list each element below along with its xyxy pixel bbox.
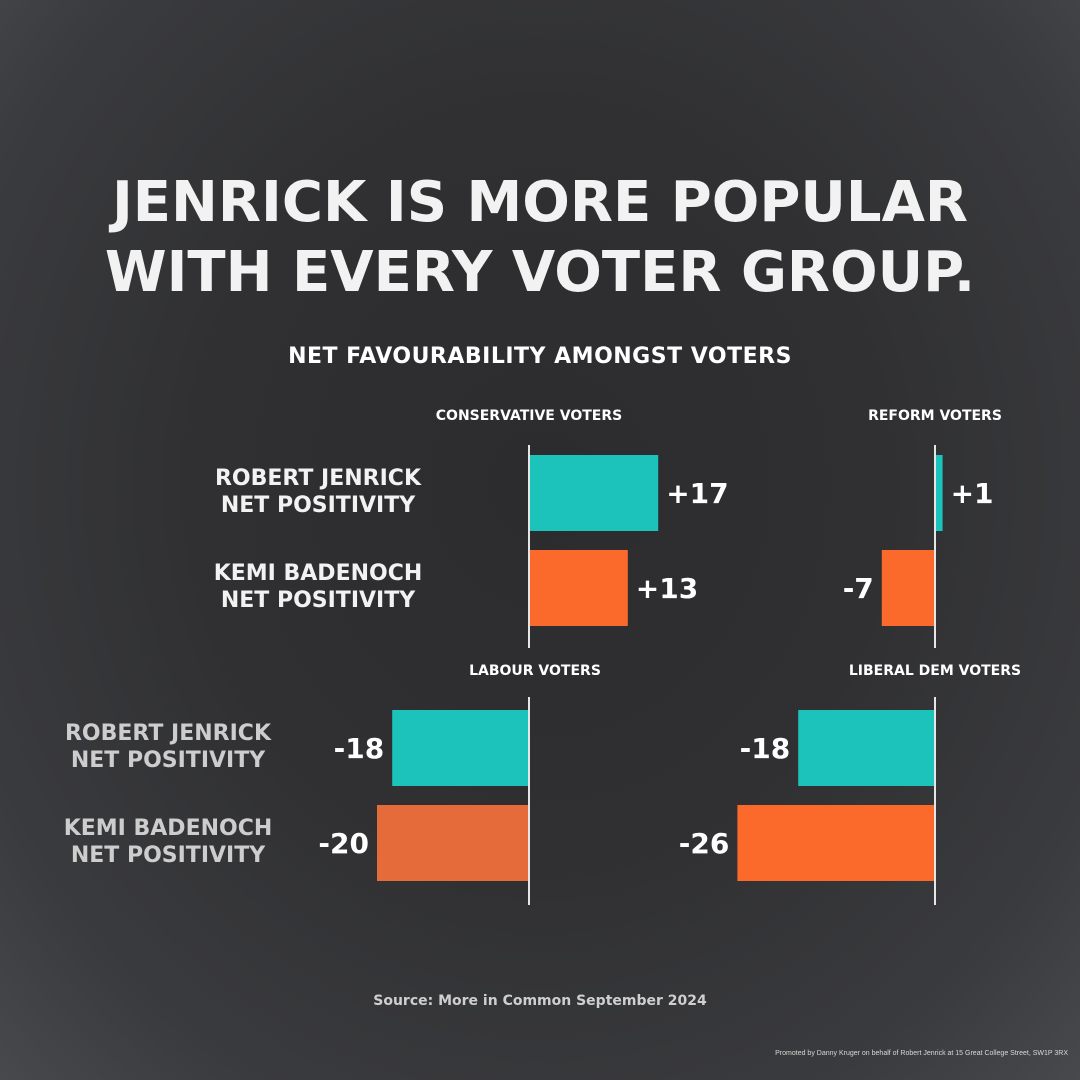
conservative-voters-jenrick-bar (529, 455, 659, 531)
reform-voters-badenoch-value-label: -7 (843, 572, 874, 605)
labour-voters-jenrick-category-label: NET POSITIVITY (71, 748, 266, 773)
conservative-voters-badenoch-value-label: +13 (636, 572, 698, 605)
conservative-voters-badenoch-category-label: NET POSITIVITY (221, 588, 416, 613)
labour-voters-title: LABOUR VOTERS (469, 663, 601, 679)
labour-voters-badenoch-category-label: KEMI BADENOCH (64, 816, 273, 841)
liberal-dem-voters-badenoch-value-label: -26 (679, 827, 730, 860)
conservative-voters-badenoch-bar (529, 550, 628, 626)
reform-voters-badenoch-bar (881, 550, 935, 626)
labour-voters-badenoch-bar (377, 805, 529, 881)
conservative-voters-jenrick-value-label: +17 (666, 477, 728, 510)
conservative-voters-jenrick-category-label: NET POSITIVITY (221, 493, 416, 518)
headline-line-1: JENRICK IS MORE POPULAR (111, 170, 969, 235)
conservative-voters-title: CONSERVATIVE VOTERS (436, 408, 622, 424)
conservative-voters-badenoch-category-label: KEMI BADENOCH (214, 561, 423, 586)
liberal-dem-voters-badenoch-bar (737, 805, 935, 881)
reform-voters-title: REFORM VOTERS (868, 408, 1002, 424)
labour-voters-badenoch-category-label: NET POSITIVITY (71, 843, 266, 868)
labour-voters-badenoch-value-label: -20 (318, 827, 369, 860)
headline-line-2: WITH EVERY VOTER GROUP. (104, 240, 976, 305)
chart-subtitle: NET FAVOURABILITY AMONGST VOTERS (288, 344, 792, 369)
imprint-note: Promoted by Danny Kruger on behalf of Ro… (775, 1050, 1068, 1057)
labour-voters-jenrick-value-label: -18 (334, 732, 385, 765)
liberal-dem-voters-title: LIBERAL DEM VOTERS (849, 663, 1021, 679)
headline: JENRICK IS MORE POPULAR WITH EVERY VOTER… (0, 168, 1080, 308)
liberal-dem-voters-jenrick-value-label: -18 (740, 732, 791, 765)
reform-voters-jenrick-bar (935, 455, 943, 531)
source-note: Source: More in Common September 2024 (373, 993, 707, 1009)
conservative-voters-jenrick-category-label: ROBERT JENRICK (215, 466, 422, 491)
labour-voters-jenrick-category-label: ROBERT JENRICK (65, 721, 272, 746)
labour-voters-jenrick-bar (392, 710, 529, 786)
reform-voters-jenrick-value-label: +1 (951, 477, 994, 510)
liberal-dem-voters-jenrick-bar (798, 710, 935, 786)
